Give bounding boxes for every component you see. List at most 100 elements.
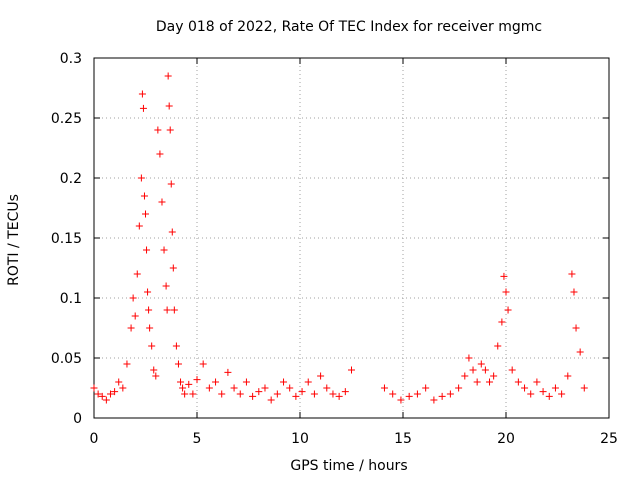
grid: [94, 58, 609, 418]
data-point: [500, 272, 508, 280]
x-tick-label: 20: [497, 431, 515, 447]
data-point: [255, 388, 263, 396]
data-point: [123, 360, 131, 368]
data-point: [193, 376, 201, 384]
data-point: [348, 366, 355, 374]
data-point: [551, 384, 559, 392]
data-point: [481, 366, 489, 374]
data-point: [137, 174, 145, 182]
data-point: [146, 324, 154, 332]
y-tick-label: 0.25: [51, 111, 82, 127]
data-point: [163, 306, 171, 314]
data-point: [169, 264, 177, 272]
data-point: [461, 372, 469, 380]
data-point: [164, 72, 172, 80]
data-point: [389, 390, 397, 398]
data-point: [473, 378, 481, 386]
data-point: [170, 306, 178, 314]
data-point: [527, 390, 535, 398]
data-point: [162, 282, 170, 290]
data-point: [167, 180, 175, 188]
data-point: [156, 150, 164, 158]
data-point: [280, 378, 288, 386]
data-point: [446, 390, 454, 398]
x-tick-label: 25: [600, 431, 618, 447]
data-points: [90, 72, 588, 404]
x-tick-labels: 0 5 10 15 20 25: [90, 431, 618, 447]
data-point: [329, 390, 337, 398]
data-point: [298, 388, 306, 396]
x-tick-label: 10: [291, 431, 309, 447]
x-tick-label: 5: [193, 431, 202, 447]
y-axis-label: ROTI / TECUs: [6, 194, 22, 286]
data-point: [236, 390, 244, 398]
y-tick-label: 0.3: [60, 51, 82, 67]
axis-ticks: [93, 57, 610, 419]
data-point: [486, 378, 494, 386]
data-point: [177, 378, 185, 386]
y-tick-label: 0.2: [60, 171, 82, 187]
data-point: [545, 392, 553, 400]
data-point: [341, 388, 349, 396]
data-point: [502, 288, 510, 296]
data-point: [405, 392, 413, 400]
data-point: [90, 384, 98, 392]
plot-frame: [93, 57, 610, 419]
data-point: [249, 392, 257, 400]
x-tick-label: 15: [394, 431, 412, 447]
data-point: [455, 384, 463, 392]
data-point: [477, 360, 485, 368]
data-point: [438, 392, 446, 400]
data-point: [521, 384, 529, 392]
y-tick-label: 0.05: [51, 351, 82, 367]
data-point: [335, 392, 343, 400]
data-point: [422, 384, 430, 392]
data-point: [576, 348, 584, 356]
data-point: [152, 372, 160, 380]
data-point: [142, 210, 149, 218]
data-point: [212, 378, 220, 386]
data-point: [504, 306, 512, 314]
y-tick-labels: 0 0.05 0.1 0.15 0.2 0.25 0.3: [51, 51, 82, 427]
data-point: [558, 390, 566, 398]
data-point: [133, 270, 141, 278]
data-point: [106, 390, 114, 398]
data-point: [469, 366, 477, 374]
data-point: [98, 392, 106, 400]
data-point: [131, 312, 139, 320]
data-point: [570, 288, 578, 296]
data-point: [286, 384, 294, 392]
data-point: [465, 354, 473, 362]
data-point: [273, 390, 281, 398]
data-point: [490, 372, 498, 380]
data-point: [539, 388, 547, 396]
data-point: [172, 342, 180, 350]
data-point: [102, 396, 110, 404]
data-point: [494, 342, 502, 350]
data-point: [119, 384, 127, 392]
data-point: [174, 360, 182, 368]
data-point: [143, 246, 151, 254]
data-point: [115, 378, 123, 386]
data-point: [185, 380, 193, 388]
data-point: [139, 104, 147, 112]
data-point: [572, 324, 580, 332]
y-tick-label: 0: [73, 411, 82, 427]
data-point: [564, 372, 572, 380]
data-point: [111, 388, 119, 396]
data-point: [317, 372, 325, 380]
data-point: [242, 378, 250, 386]
data-point: [94, 390, 102, 398]
data-point: [154, 126, 162, 134]
data-point: [380, 384, 388, 392]
data-point: [166, 126, 174, 134]
data-point: [181, 390, 189, 398]
data-point: [323, 384, 331, 392]
data-point: [261, 384, 269, 392]
data-point: [145, 306, 153, 314]
data-point: [158, 198, 166, 206]
data-point: [514, 378, 522, 386]
x-tick-label: 0: [90, 431, 99, 447]
data-point: [189, 390, 197, 398]
